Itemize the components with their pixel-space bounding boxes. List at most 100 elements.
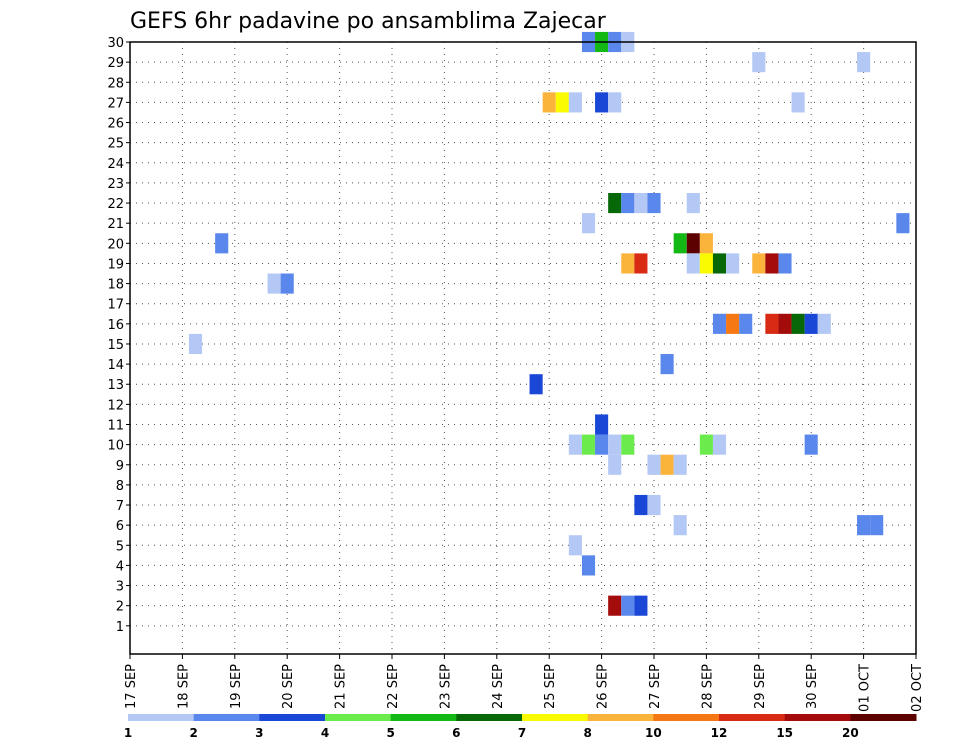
- colorbar-tick-label: 4: [321, 726, 329, 740]
- data-cell: [568, 434, 582, 455]
- data-cell: [896, 213, 910, 234]
- y-tick-label: 5: [116, 539, 124, 554]
- y-tick-label: 24: [107, 157, 124, 172]
- x-tick-label: 22 SEP: [386, 664, 401, 709]
- x-tick-label: 01 OCT: [858, 664, 873, 712]
- y-tick-label: 9: [116, 459, 124, 474]
- data-cell: [791, 92, 805, 113]
- x-tick-label: 30 SEP: [805, 664, 820, 709]
- data-cell: [595, 92, 609, 113]
- colorbar-swatch: [719, 714, 786, 721]
- data-cell: [739, 313, 753, 334]
- data-cell: [634, 494, 648, 516]
- x-axis: 17 SEP 18 SEP 19 SEP 20 SEP 21 SEP 22 SEP 23 S…: [124, 654, 925, 712]
- data-cell: [215, 233, 229, 254]
- data-cell: [568, 92, 582, 113]
- y-tick-label: 26: [107, 117, 124, 132]
- data-cell: [712, 253, 727, 274]
- data-cell: [581, 434, 596, 455]
- chart-title: GEFS 6hr padavine po ansamblima Zajecar: [130, 9, 607, 34]
- data-cell: [699, 434, 713, 455]
- colorbar-tick-label: 6: [452, 726, 460, 740]
- x-tick-label: 25 SEP: [543, 664, 558, 709]
- colorbar-swatch: [193, 714, 260, 721]
- data-cell: [686, 192, 700, 214]
- x-tick-label: 17 SEP: [124, 664, 139, 709]
- y-tick-label: 4: [116, 559, 124, 574]
- y-tick-label: 30: [107, 36, 124, 51]
- data-cell: [857, 52, 871, 73]
- colorbar-tick-label: 3: [255, 726, 263, 740]
- data-cell: [634, 192, 648, 214]
- x-tick-label: 20 SEP: [281, 664, 296, 709]
- colorbar-swatch: [128, 714, 195, 721]
- colorbar-tick-label: 15: [776, 726, 793, 740]
- colorbar-tick-label: 7: [518, 726, 526, 740]
- y-tick-label: 25: [107, 137, 124, 152]
- y-tick-label: 14: [107, 358, 124, 373]
- colorbar-swatch: [456, 714, 523, 721]
- data-cell: [660, 454, 674, 475]
- colorbar-tick-label: 20: [842, 726, 859, 740]
- data-cell: [804, 434, 818, 455]
- colorbar-swatch: [784, 714, 851, 721]
- data-cell: [280, 273, 294, 294]
- y-tick-label: 18: [107, 278, 124, 293]
- y-tick-label: 23: [107, 177, 124, 192]
- data-cell: [621, 253, 635, 274]
- y-tick-label: 19: [107, 257, 124, 272]
- y-tick-label: 15: [107, 338, 124, 353]
- x-tick-label: 24 SEP: [491, 664, 506, 709]
- data-cell: [595, 434, 609, 455]
- data-cell: [529, 374, 543, 395]
- data-cell: [542, 92, 556, 113]
- colorbar-tick-label: 2: [189, 726, 197, 740]
- colorbar-swatch: [653, 714, 720, 721]
- data-cell: [870, 515, 884, 536]
- data-cell: [581, 213, 596, 234]
- data-cell: [673, 454, 687, 475]
- colorbar-tick-label: 10: [645, 726, 662, 740]
- colorbar-swatch: [259, 714, 326, 721]
- data-cell: [568, 535, 582, 556]
- y-axis: 1234567891011121314151617181920212223242…: [107, 36, 130, 635]
- y-tick-label: 20: [107, 237, 124, 252]
- y-tick-label: 10: [107, 439, 124, 454]
- data-cell: [686, 233, 700, 254]
- data-cell: [857, 515, 871, 536]
- colorbar-swatch: [325, 714, 392, 721]
- data-cell: [621, 192, 635, 214]
- y-tick-label: 28: [107, 76, 124, 91]
- data-cell: [712, 313, 727, 334]
- data-cell: [267, 273, 281, 294]
- data-cell: [660, 354, 674, 375]
- data-cell: [712, 434, 727, 455]
- x-tick-label: 28 SEP: [700, 664, 715, 709]
- data-cell: [817, 313, 831, 334]
- y-tick-label: 2: [116, 600, 124, 615]
- data-cell: [608, 92, 622, 113]
- y-tick-label: 29: [107, 56, 124, 71]
- y-tick-label: 11: [107, 419, 124, 434]
- grid-lines: [130, 42, 916, 654]
- data-cell: [608, 595, 622, 616]
- x-tick-label: 27 SEP: [648, 664, 663, 709]
- y-tick-label: 22: [107, 197, 124, 212]
- y-tick-label: 12: [107, 398, 124, 413]
- data-cell: [752, 253, 766, 274]
- data-cell: [595, 414, 609, 435]
- colorbar-swatch: [390, 714, 457, 721]
- x-tick-label: 19 SEP: [229, 664, 244, 709]
- data-cell: [621, 434, 635, 455]
- data-cell: [804, 313, 818, 334]
- data-cell: [686, 253, 700, 274]
- data-cell: [765, 313, 779, 334]
- data-cell: [647, 454, 661, 475]
- data-cell: [647, 494, 661, 516]
- data-cell: [608, 434, 622, 455]
- x-tick-label: 29 SEP: [753, 664, 768, 709]
- colorbar-tick-label: 12: [711, 726, 728, 740]
- data-cell: [188, 333, 203, 355]
- y-tick-label: 16: [107, 318, 124, 333]
- data-cell: [634, 595, 648, 616]
